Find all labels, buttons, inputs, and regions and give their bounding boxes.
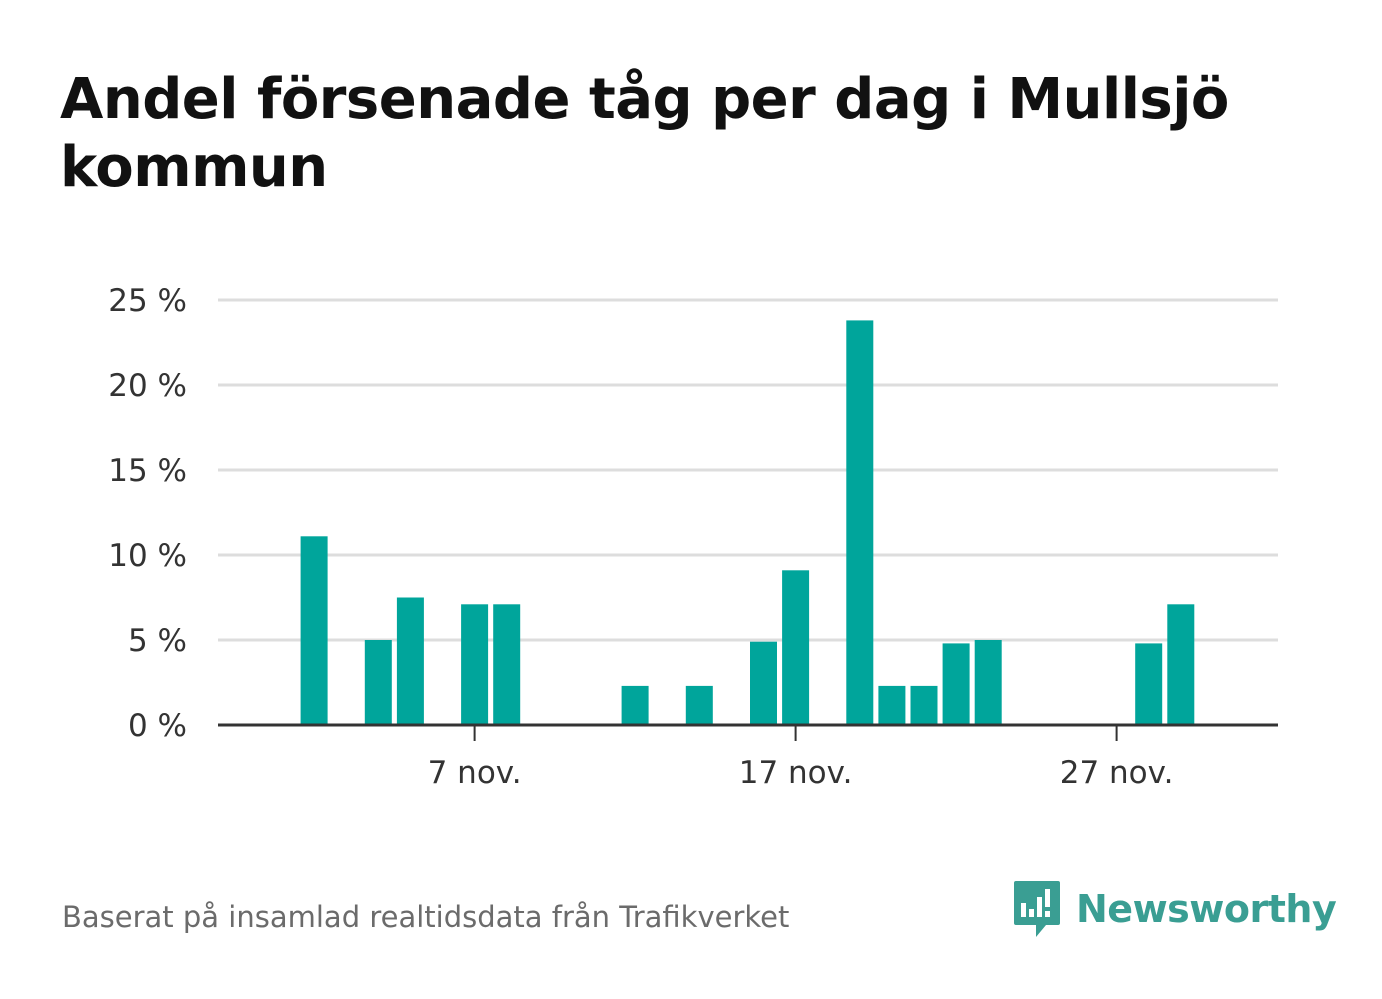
bar — [782, 570, 810, 725]
bar — [846, 320, 874, 725]
x-tick-label: 27 nov. — [1060, 755, 1174, 791]
y-tick-label: 10 % — [108, 538, 187, 574]
bar — [461, 604, 489, 725]
y-tick-label: 0 % — [128, 708, 187, 744]
bar — [974, 640, 1002, 725]
x-tick-label: 17 nov. — [739, 755, 853, 791]
brand-logo[interactable]: Newsworthy — [1012, 878, 1337, 940]
y-tick-label: 20 % — [108, 368, 187, 404]
newsworthy-logo-icon — [1014, 881, 1060, 937]
bars — [300, 320, 1195, 725]
bar — [396, 597, 424, 725]
bar — [364, 640, 392, 725]
bar — [878, 685, 906, 725]
gridlines — [218, 298, 1278, 642]
y-axis-ticks: 0 % 5 % 10 % 15 % 20 % 25 % — [108, 283, 187, 744]
bar — [910, 685, 938, 725]
bar — [1167, 604, 1195, 725]
bar — [621, 685, 649, 725]
bar — [942, 643, 970, 725]
bar — [300, 536, 328, 725]
y-tick-label: 25 % — [108, 283, 187, 319]
source-note: Baserat på insamlad realtidsdata från Tr… — [62, 900, 790, 934]
x-tick-label: 7 nov. — [428, 755, 522, 791]
bar — [1135, 643, 1163, 725]
chart-title: Andel försenade tåg per dag i Mullsjö ko… — [60, 67, 1229, 200]
bar — [493, 604, 521, 725]
bar — [685, 685, 713, 725]
y-tick-label: 15 % — [108, 453, 187, 489]
bar — [750, 641, 777, 725]
y-tick-label: 5 % — [128, 623, 187, 659]
brand-name: Newsworthy — [1076, 887, 1337, 931]
x-axis: 7 nov. 17 nov. 27 nov. — [218, 723, 1278, 791]
